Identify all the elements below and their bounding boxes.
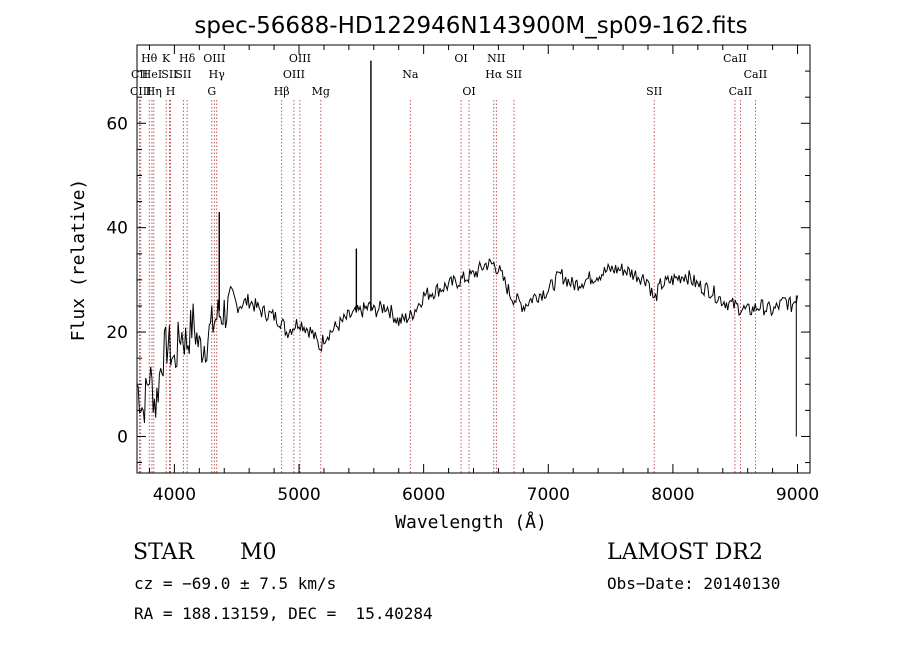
x-tick-label-0: 4000 <box>153 485 196 505</box>
x-tick-label-2: 6000 <box>402 485 445 505</box>
y-tick-label-2: 40 <box>106 219 128 239</box>
line-label-10: OIII <box>203 52 225 65</box>
line-label-24: CaII <box>723 52 747 65</box>
line-label-13: Hβ <box>274 85 290 98</box>
line-label-22: SII <box>506 68 522 81</box>
line-label-21: Hα <box>485 68 503 81</box>
observation-date: Obs−Date: 20140130 <box>607 574 781 593</box>
coordinates: RA = 188.13159, DEC = 15.40284 <box>134 604 433 623</box>
line-label-8: Hδ <box>179 52 196 65</box>
line-label-3: HeI <box>142 68 162 81</box>
line-label-15: OIII <box>283 68 305 81</box>
x-tick-label-5: 9000 <box>776 485 819 505</box>
line-label-25: CaII <box>744 68 768 81</box>
object-class: STAR <box>133 540 194 565</box>
line-label-4: Hη <box>146 85 162 98</box>
spectrum-line <box>136 60 798 437</box>
line-label-17: Na <box>402 68 419 81</box>
line-label-18: OI <box>454 52 467 65</box>
y-axis-label: Flux (relative) <box>68 179 89 342</box>
object-subclass: M0 <box>240 540 277 565</box>
y-axis: 0 20 40 60 <box>106 70 810 464</box>
x-axis: 4000 5000 6000 7000 8000 9000 <box>148 45 819 505</box>
line-label-6: SII <box>161 68 177 81</box>
y-tick-label-0: 0 <box>117 427 128 447</box>
y-tick-label-3: 60 <box>106 114 128 134</box>
line-label-12: G <box>207 85 216 98</box>
x-tick-label-1: 5000 <box>277 485 320 505</box>
spectrum-series-0 <box>136 257 798 423</box>
line-label-11: Hγ <box>209 68 226 81</box>
line-label-26: CaII <box>729 85 753 98</box>
line-label-2: Hθ <box>141 52 158 65</box>
survey-name: LAMOST DR2 <box>607 540 763 565</box>
x-tick-label-3: 7000 <box>527 485 570 505</box>
plot-frame <box>136 44 811 474</box>
line-label-1: CIII <box>130 85 151 98</box>
chart-title: spec-56688-HD122946N143900M_sp09-162.fit… <box>194 13 747 39</box>
y-tick-label-1: 20 <box>106 323 128 343</box>
line-label-19: OI <box>462 85 475 98</box>
line-label-0: CII <box>131 68 148 81</box>
line-label-5: K <box>162 52 171 65</box>
line-label-20: NII <box>487 52 505 65</box>
line-label-16: Mg <box>312 85 330 98</box>
x-axis-label: Wavelength (Å) <box>395 511 547 533</box>
line-label-23: SII <box>646 85 662 98</box>
redshift-velocity: cz = −69.0 ± 7.5 km/s <box>134 574 337 593</box>
line-label-14: OIII <box>289 52 311 65</box>
line-label-9: SII <box>175 68 191 81</box>
x-tick-label-4: 8000 <box>651 485 694 505</box>
line-label-7: H <box>166 85 176 98</box>
